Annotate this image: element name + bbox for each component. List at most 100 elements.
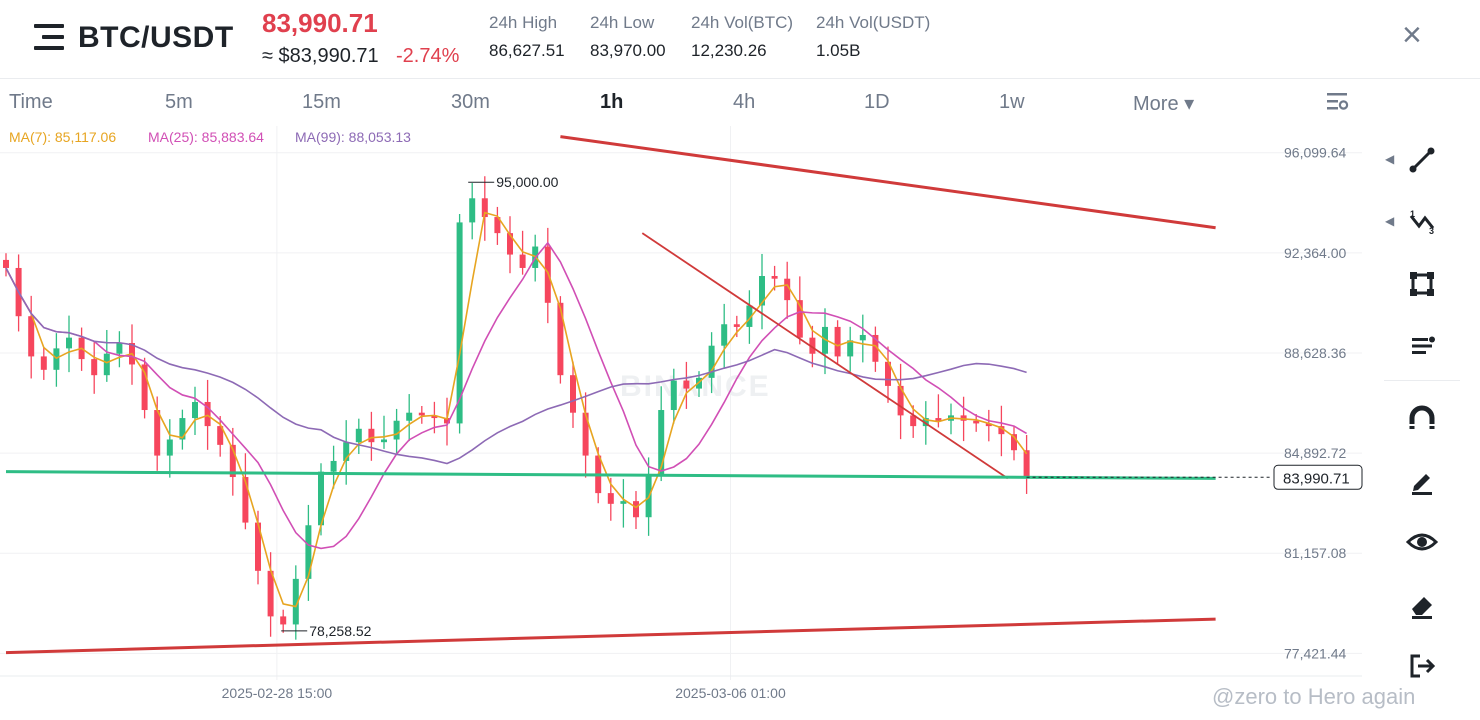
stat-label: 24h High: [489, 13, 558, 32]
candle-body: [557, 302, 564, 376]
magnet-tool-icon[interactable]: [1402, 398, 1442, 438]
candle-body: [305, 525, 312, 579]
candle-body: [834, 326, 841, 357]
candle-body: [330, 460, 337, 472]
expand-arrow-icon[interactable]: ◀: [1385, 214, 1395, 228]
chart-settings-icon[interactable]: [1325, 90, 1349, 114]
candle-body: [985, 423, 992, 427]
stat-label: 24h Vol(USDT): [816, 13, 931, 32]
stat-label: 24h Vol(BTC): [691, 13, 794, 32]
candle-body: [796, 300, 803, 338]
candle-body: [494, 217, 501, 234]
stat-24h-low: 24h Low 83,970.00: [590, 13, 666, 61]
stat-24h-high: 24h High 86,627.51: [489, 13, 565, 61]
candle-body: [759, 276, 765, 306]
stat-value: 86,627.51: [489, 41, 565, 60]
candle-body: [935, 418, 942, 421]
candle-body: [507, 233, 513, 255]
candle-body: [141, 364, 148, 411]
candle-body: [229, 444, 236, 478]
visibility-tool-icon[interactable]: [1402, 522, 1442, 562]
candle-body: [204, 401, 211, 427]
candle-body: [847, 340, 854, 357]
candle-body: [242, 477, 249, 523]
candle-body: [116, 343, 123, 354]
tab-15m[interactable]: 15m: [302, 91, 341, 113]
candle-body: [658, 410, 665, 475]
candle-body: [607, 493, 614, 504]
stat-label: 24h Low: [590, 13, 655, 32]
expand-arrow-icon[interactable]: ◀: [1385, 152, 1395, 166]
trendline-lower-long: [5, 617, 1216, 655]
candle-body: [368, 428, 375, 443]
pen-tool-icon[interactable]: [1402, 460, 1442, 500]
y-axis-tick-label: 92,364.00: [1284, 245, 1346, 261]
candle-body: [355, 428, 362, 443]
candle-body: [154, 410, 161, 456]
eraser-tool-icon[interactable]: [1402, 584, 1442, 624]
candle-body: [771, 276, 778, 279]
tab-more[interactable]: More ▾: [1133, 93, 1195, 115]
candle-body: [91, 359, 98, 376]
last-price-box: [1273, 464, 1363, 490]
trading-pair[interactable]: BTC/USDT: [78, 21, 234, 54]
tab-1w[interactable]: 1w: [999, 91, 1025, 113]
candle-body: [570, 375, 576, 413]
close-icon[interactable]: ×: [1402, 16, 1422, 54]
ma-line: [5, 267, 1027, 465]
candle-body: [66, 337, 72, 349]
tab-4h[interactable]: 4h: [733, 91, 756, 113]
candle-body: [318, 471, 324, 526]
text-tool-icon[interactable]: [1402, 326, 1442, 366]
trend-line-tool-icon[interactable]: [1402, 140, 1442, 180]
stat-24h-vol-btc: 24h Vol(BTC) 12,230.26: [691, 13, 793, 61]
candle-body: [280, 616, 287, 625]
candle-body: [469, 198, 476, 223]
toolbar-divider: [1384, 380, 1460, 381]
trendline-descending: [641, 232, 1009, 480]
stat-value: 83,970.00: [590, 41, 666, 60]
stat-24h-vol-usdt: 24h Vol(USDT) 1.05B: [816, 13, 930, 61]
y-axis-tick-label: 96,099.64: [1284, 145, 1346, 161]
tab-5m[interactable]: 5m: [165, 91, 193, 113]
y-axis-tick-label: 77,421.44: [1284, 645, 1346, 661]
candle-body: [822, 326, 828, 354]
candle-body: [393, 420, 400, 440]
candle-body: [343, 442, 350, 461]
candle-body: [973, 420, 980, 424]
ma-legend-item: MA(7): 85,117.06: [9, 129, 116, 145]
price-chart[interactable]: 96,099.64 92,364.00 88,628.36 84,892.72 81,1…: [0, 126, 1380, 720]
stat-value: 1.05B: [816, 41, 861, 60]
candle-body: [620, 501, 627, 504]
tab-30m[interactable]: 30m: [451, 91, 490, 113]
candle-body: [406, 412, 413, 421]
candle-body: [784, 278, 791, 301]
candle-body: [456, 222, 463, 424]
tab-1h[interactable]: 1h: [600, 91, 624, 113]
ticker-header: BTC/USDT 83,990.71 ≈ $83,990.71 -2.74% 2…: [0, 0, 1480, 78]
menu-icon[interactable]: [34, 24, 64, 50]
candle-body: [292, 578, 299, 625]
candle-body: [708, 345, 715, 378]
candle-body: [633, 501, 639, 518]
price-change-percent: -2.74%: [396, 45, 460, 67]
x-axis-tick-label: 2025-02-28 15:00: [222, 685, 333, 701]
binance-watermark: BINANCE: [620, 370, 771, 403]
exit-tool-icon[interactable]: [1402, 646, 1442, 686]
candle-body: [922, 418, 929, 427]
candle-body: [1023, 450, 1030, 478]
candle-body: [885, 361, 891, 386]
ma-legend-item: MA(25): 85,883.64: [148, 129, 264, 145]
last-price: 83,990.71: [262, 8, 378, 38]
stat-value: 12,230.26: [691, 41, 767, 60]
tab-time[interactable]: Time: [9, 91, 53, 113]
trendline-upper-long: [560, 135, 1216, 230]
ma-line: [5, 211, 1028, 608]
low-label: 78,258.52: [309, 623, 371, 639]
candle-body: [103, 353, 110, 376]
candle-body: [519, 254, 526, 268]
shape-tool-icon[interactable]: [1402, 264, 1442, 304]
tab-1d[interactable]: 1D: [864, 91, 890, 113]
candle-body: [28, 316, 35, 357]
